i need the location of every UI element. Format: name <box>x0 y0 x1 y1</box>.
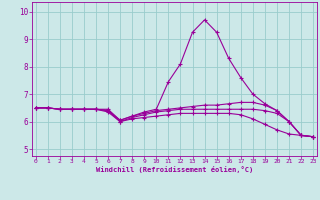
X-axis label: Windchill (Refroidissement éolien,°C): Windchill (Refroidissement éolien,°C) <box>96 166 253 173</box>
